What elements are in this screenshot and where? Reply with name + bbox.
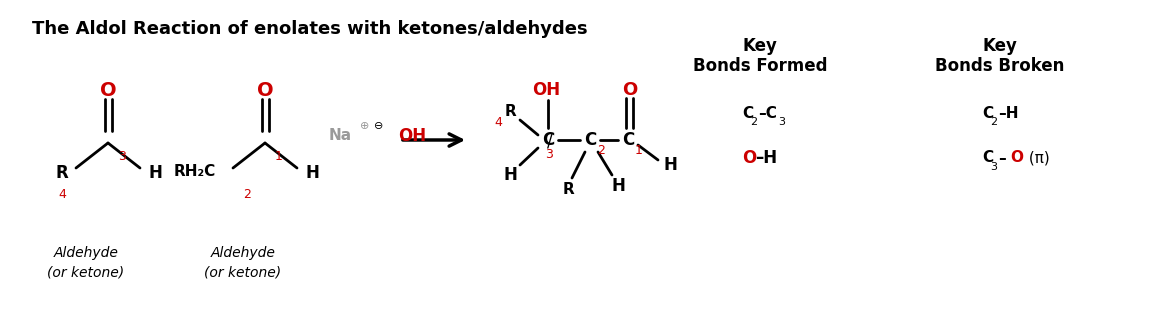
Text: R: R: [55, 164, 68, 182]
Text: O: O: [100, 81, 116, 100]
Text: 2: 2: [597, 143, 605, 156]
Text: (or ketone): (or ketone): [204, 266, 281, 280]
Text: Key: Key: [743, 37, 777, 55]
Text: R: R: [504, 105, 516, 120]
Text: O: O: [1010, 150, 1023, 165]
Text: RH₂C: RH₂C: [173, 163, 216, 178]
Text: C: C: [742, 106, 754, 121]
Text: –H: –H: [755, 149, 777, 167]
Text: Key: Key: [982, 37, 1017, 55]
Text: C: C: [622, 131, 634, 149]
Text: The Aldol Reaction of enolates with ketones/aldehydes: The Aldol Reaction of enolates with keto…: [32, 20, 588, 38]
Text: –H: –H: [999, 106, 1018, 121]
Text: O: O: [622, 81, 638, 99]
Text: Bonds Broken: Bonds Broken: [935, 57, 1064, 75]
Text: Bonds Formed: Bonds Formed: [693, 57, 827, 75]
Text: 3: 3: [118, 150, 125, 163]
Text: –: –: [999, 150, 1006, 165]
Text: C: C: [541, 131, 554, 149]
Text: 1: 1: [635, 143, 643, 156]
Text: 3: 3: [545, 148, 553, 161]
Text: O: O: [742, 149, 756, 167]
Text: 1: 1: [275, 150, 282, 163]
Text: H: H: [305, 164, 319, 182]
Text: 4: 4: [59, 189, 66, 202]
Text: (π): (π): [1024, 150, 1050, 165]
Text: H: H: [663, 156, 677, 174]
Text: OH: OH: [532, 81, 560, 99]
Text: R: R: [563, 183, 574, 197]
Text: H: H: [611, 177, 625, 195]
Text: C: C: [982, 150, 993, 165]
Text: (or ketone): (or ketone): [47, 266, 124, 280]
Text: Na: Na: [329, 128, 352, 143]
Text: C: C: [982, 106, 993, 121]
Text: H: H: [503, 166, 517, 184]
Text: 2: 2: [750, 117, 757, 127]
Text: /: /: [547, 133, 553, 151]
Text: 3: 3: [990, 162, 997, 172]
Text: C: C: [584, 131, 597, 149]
Text: Aldehyde: Aldehyde: [211, 246, 275, 260]
Text: ⊖: ⊖: [374, 121, 383, 131]
Text: O: O: [257, 81, 273, 100]
Text: –C: –C: [758, 106, 777, 121]
Text: 4: 4: [495, 115, 502, 128]
Text: ⊕: ⊕: [360, 121, 369, 131]
Text: 3: 3: [778, 117, 785, 127]
Text: 2: 2: [243, 189, 251, 202]
Text: H: H: [148, 164, 162, 182]
Text: 2: 2: [990, 117, 997, 127]
Text: OH: OH: [398, 127, 427, 145]
Text: Aldehyde: Aldehyde: [54, 246, 118, 260]
